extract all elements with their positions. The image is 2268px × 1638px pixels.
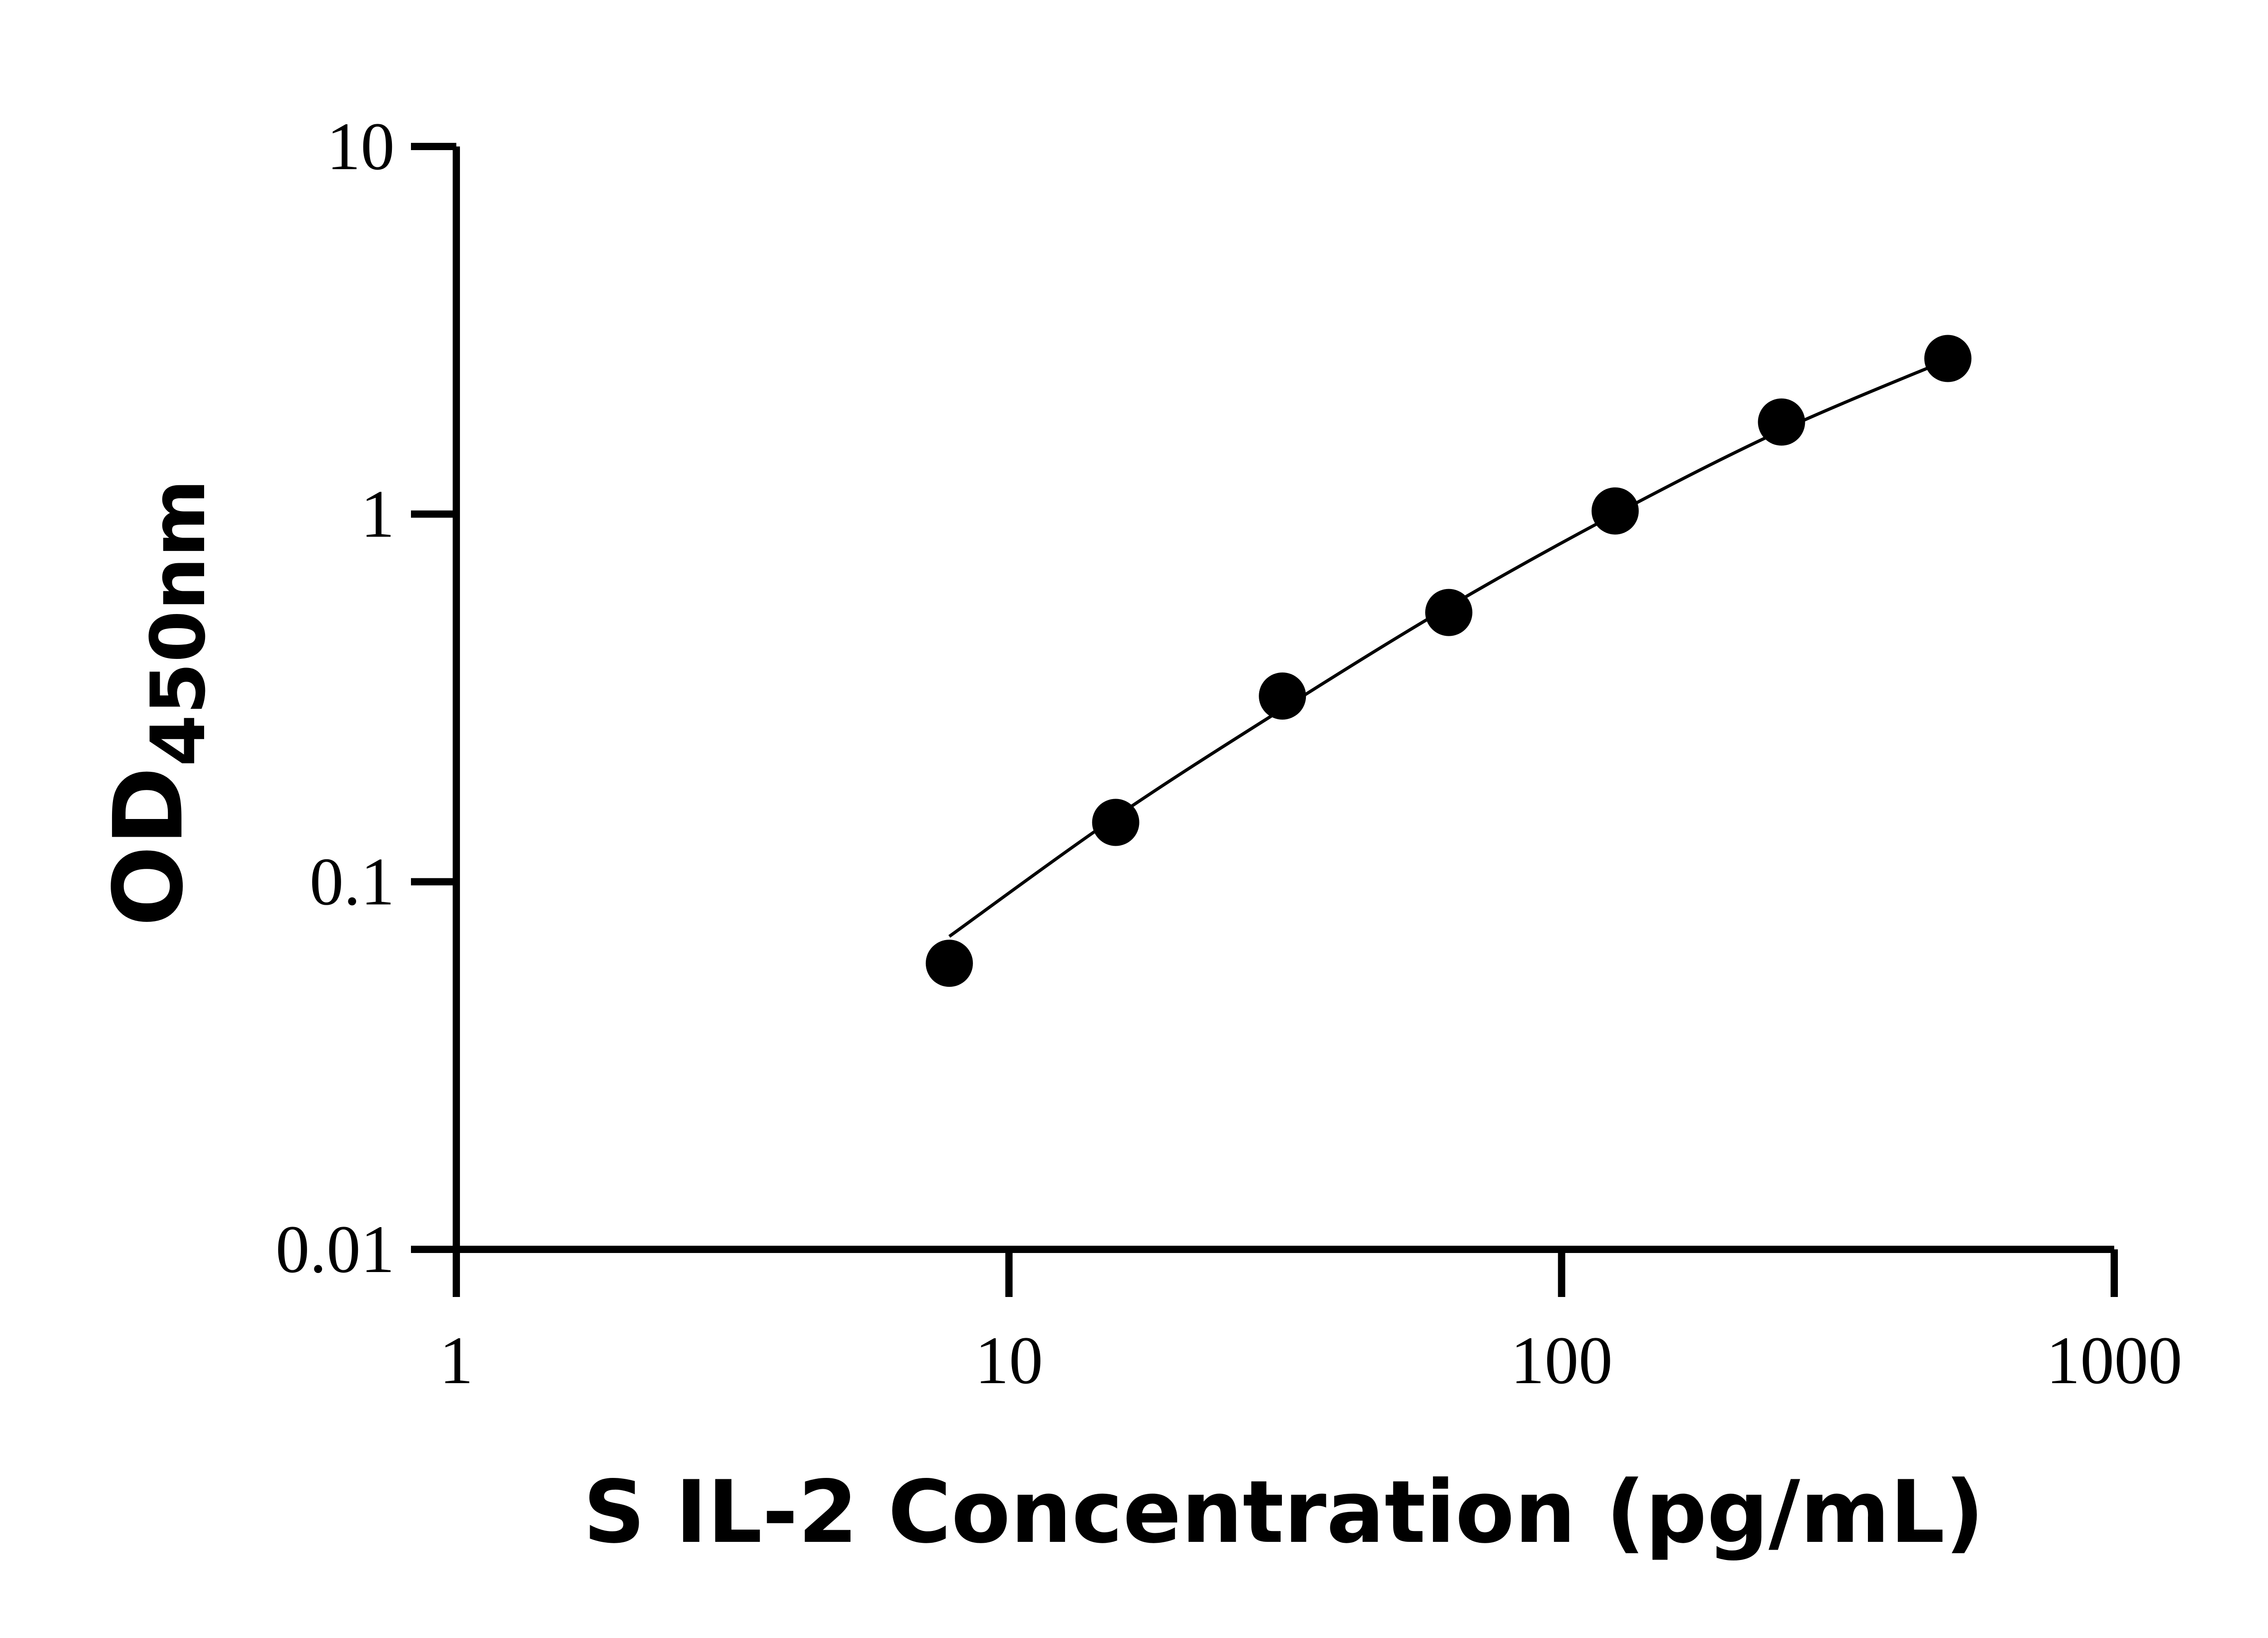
fit-curve-group: [948, 358, 1949, 938]
data-point: [925, 940, 973, 987]
data-point: [1425, 589, 1472, 636]
data-point: [1758, 398, 1805, 446]
y-axis-title-main: OD: [93, 766, 204, 926]
data-point: [1591, 487, 1639, 535]
y-ticks: 0.01 0.1 1 10: [276, 109, 456, 1287]
x-tick-label: 10: [975, 1323, 1043, 1398]
y-tick-label: 1: [361, 477, 395, 552]
x-tick-label: 1: [440, 1323, 474, 1398]
data-point: [1924, 335, 1972, 382]
fit-curve: [948, 358, 1949, 938]
y-tick-label: 10: [327, 109, 395, 184]
data-point: [1092, 799, 1139, 846]
y-axis-title: OD450nm: [93, 479, 222, 927]
x-tick-label: 1000: [2046, 1323, 2182, 1398]
x-ticks: 1 10 100 1000: [440, 1249, 2182, 1398]
y-tick-label: 0.01: [276, 1212, 395, 1287]
data-points: [925, 335, 1972, 987]
x-tick-label: 100: [1510, 1323, 1613, 1398]
y-axis-title-subscript: 450nm: [135, 479, 222, 767]
x-axis-title: S IL-2 Concentration (pg/mL): [583, 1462, 1984, 1562]
data-point: [1259, 672, 1306, 720]
y-tick-label: 0.1: [310, 844, 395, 919]
